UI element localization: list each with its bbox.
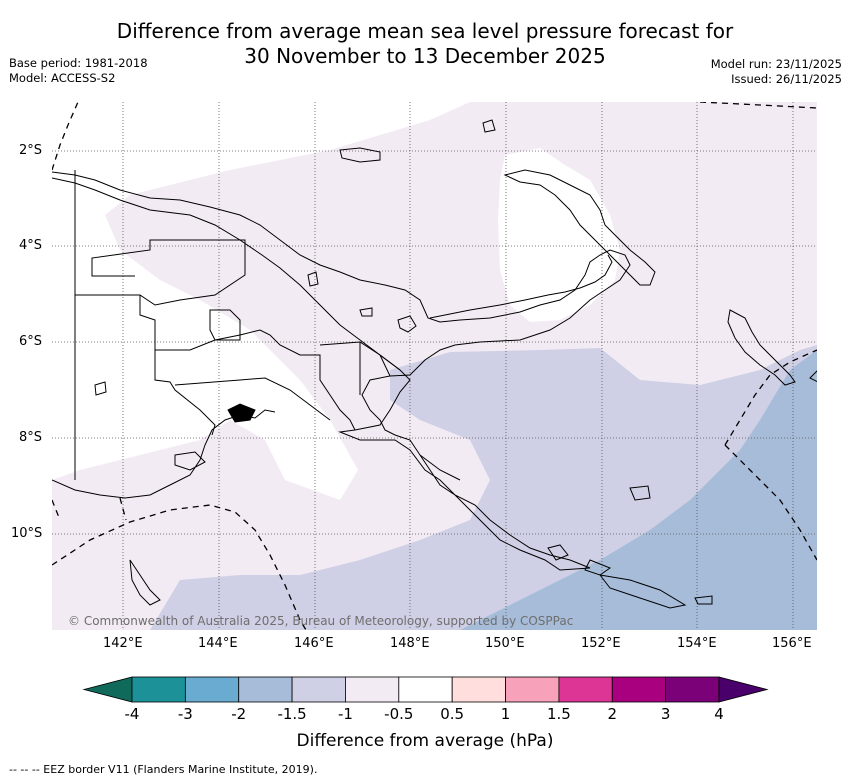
field-band-neutral [52, 102, 470, 500]
colorbar-segment [238, 676, 293, 703]
colorbar-tick-label: -1.5 [277, 705, 307, 723]
colorbar-tick-label: 1.5 [546, 705, 571, 723]
eez-legend: -- -- -- EEZ border V11 (Flanders Marine… [9, 763, 318, 776]
lon-label: 154°E [677, 636, 717, 651]
colorbar-tick-label: -0.5 [384, 705, 414, 723]
colorbar-segment [345, 676, 400, 703]
lon-label: 152°E [581, 636, 621, 651]
island-cluster [227, 403, 256, 423]
run-info: Model run: 23/11/2025 Issued: 26/11/2025 [711, 57, 842, 87]
colorbar-tick-label: 1 [500, 705, 511, 723]
field-band-neutral-east [498, 148, 620, 322]
lon-label: 156°E [772, 636, 812, 651]
map-field [52, 102, 817, 630]
lat-label: 8°S [19, 430, 43, 445]
lon-label: 144°E [198, 636, 238, 651]
lat-label: 4°S [19, 238, 43, 253]
lon-label: 150°E [485, 636, 525, 651]
colorbar-tick-label: -3 [177, 705, 193, 723]
title-line-2: 30 November to 13 December 2025 [244, 44, 606, 68]
colorbar-segment [558, 676, 613, 703]
coastlines [52, 119, 817, 609]
colorbar-extend-min [82, 676, 133, 703]
colorbar-tick-label: -2 [231, 705, 247, 723]
colorbar-segment [131, 676, 186, 703]
model-name: Model: ACCESS-S2 [9, 71, 116, 85]
colorbar-tick-label: 3 [660, 705, 671, 723]
colorbar-extend-max [718, 676, 769, 703]
colorbar-segment [451, 676, 506, 703]
lat-label: 10°S [11, 526, 43, 541]
colorbar-segment [665, 676, 720, 703]
graticule [52, 102, 817, 630]
base-period: Base period: 1981-2018 [9, 56, 148, 70]
colorbar-segment [184, 676, 240, 703]
colorbar-segment [611, 676, 667, 703]
lat-label: 6°S [19, 334, 43, 349]
colorbar-segment [505, 676, 560, 703]
colorbar-segment [291, 676, 346, 703]
colorbar [82, 676, 769, 703]
lon-label: 146°E [294, 636, 334, 651]
issued-date: Issued: 26/11/2025 [731, 72, 842, 86]
model-info: Base period: 1981-2018 Model: ACCESS-S2 [9, 56, 148, 86]
lon-label: 148°E [390, 636, 430, 651]
title-line-1: Difference from average mean sea level p… [116, 19, 734, 43]
colorbar-tick-label: 0.5 [440, 705, 465, 723]
eez-borders [52, 102, 817, 630]
map-title: Difference from average mean sea level p… [0, 19, 850, 69]
colorbar-tick-label: -4 [124, 705, 140, 723]
lat-label: 2°S [19, 143, 43, 158]
colorbar-tick-label: 4 [714, 705, 724, 723]
model-run: Model run: 23/11/2025 [710, 57, 842, 71]
colorbar-tick-label: 2 [607, 705, 618, 723]
colorbar-tick-label: -1 [337, 705, 353, 723]
field-band-strong [460, 350, 817, 630]
colorbar-title: Difference from average (hPa) [296, 731, 554, 751]
colorbar-segment [398, 676, 453, 703]
lon-label: 142°E [103, 636, 143, 651]
copyright-text: © Commonwealth of Australia 2025, Bureau… [68, 614, 574, 628]
